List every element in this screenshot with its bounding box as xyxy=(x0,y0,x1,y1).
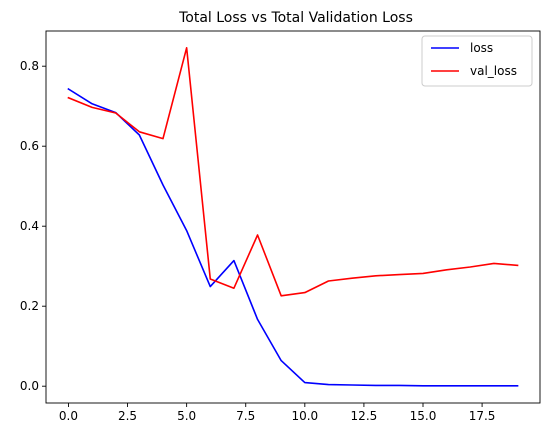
legend: loss val_loss xyxy=(421,35,533,87)
series-line-loss xyxy=(67,87,519,387)
chart-title: Total Loss vs Total Validation Loss xyxy=(178,10,413,26)
plot-area xyxy=(67,46,519,387)
axes-frame xyxy=(45,30,541,404)
y-tick-label: 0.0 xyxy=(20,379,39,393)
axes: 0.0 2.5 5.0 7.5 10.0 12.5 15.0 17.5 0.0 0.2 0.4 0.6… xyxy=(20,30,541,423)
x-tick-label: 17.5 xyxy=(469,409,496,423)
y-tick-label: 0.8 xyxy=(20,59,39,73)
y-tick-label: 0.6 xyxy=(20,139,39,153)
x-tick-label: 15.0 xyxy=(410,409,437,423)
y-tick-label: 0.4 xyxy=(20,219,39,233)
x-tick-label: 2.5 xyxy=(118,409,137,423)
x-tick-label: 7.5 xyxy=(236,409,255,423)
series-line-val-loss xyxy=(67,46,519,297)
y-tick-label: 0.2 xyxy=(20,299,39,313)
x-tick-label: 12.5 xyxy=(351,409,378,423)
legend-label-val-loss: val_loss xyxy=(470,64,517,78)
x-tick-label: 10.0 xyxy=(291,409,318,423)
x-tick-label: 0.0 xyxy=(59,409,78,423)
legend-label-loss: loss xyxy=(470,41,493,55)
x-tick-label: 5.0 xyxy=(177,409,196,423)
